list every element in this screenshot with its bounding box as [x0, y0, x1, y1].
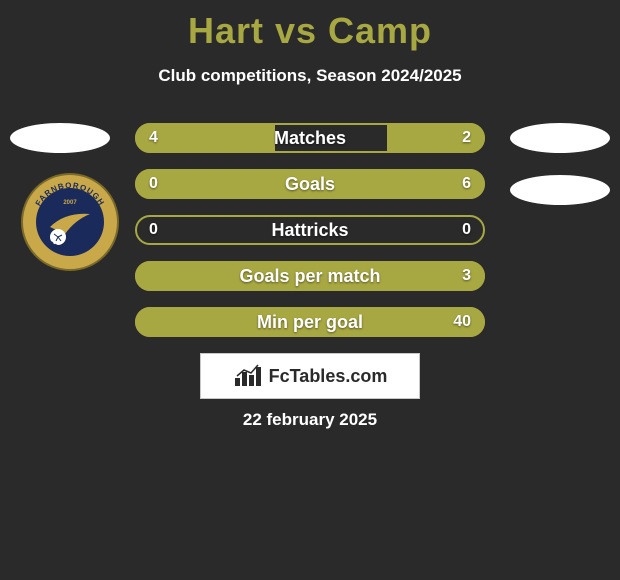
logo-text: FcTables.com — [269, 366, 388, 387]
stat-row-hattricks: 0 Hattricks 0 — [135, 215, 485, 245]
stat-right-value: 6 — [462, 169, 471, 199]
stat-row-goals: 0 Goals 6 — [135, 169, 485, 199]
stats-container: 4 Matches 2 0 Goals 6 0 Hattricks 0 Goal… — [135, 123, 485, 353]
stat-row-min-per-goal: Min per goal 40 — [135, 307, 485, 337]
stat-row-matches: 4 Matches 2 — [135, 123, 485, 153]
stat-label: Goals per match — [135, 261, 485, 291]
stat-right-value: 0 — [462, 215, 471, 245]
stat-label: Min per goal — [135, 307, 485, 337]
player-right-avatar — [510, 123, 610, 153]
subtitle: Club competitions, Season 2024/2025 — [0, 66, 620, 86]
date-label: 22 february 2025 — [0, 410, 620, 430]
fctables-logo: FcTables.com — [200, 353, 420, 399]
stat-right-value: 3 — [462, 261, 471, 291]
club-badge: FARNBOROUGH 2007 FOOTBALL CLUB — [20, 172, 120, 272]
player-right-avatar-2 — [510, 175, 610, 205]
stat-right-value: 40 — [453, 307, 471, 337]
bars-icon — [233, 364, 263, 388]
player-left-avatar — [10, 123, 110, 153]
page-title: Hart vs Camp — [0, 0, 620, 52]
stat-label: Hattricks — [135, 215, 485, 245]
stat-row-goals-per-match: Goals per match 3 — [135, 261, 485, 291]
stat-label: Matches — [135, 123, 485, 153]
svg-text:2007: 2007 — [63, 200, 77, 206]
stat-label: Goals — [135, 169, 485, 199]
stat-right-value: 2 — [462, 123, 471, 153]
